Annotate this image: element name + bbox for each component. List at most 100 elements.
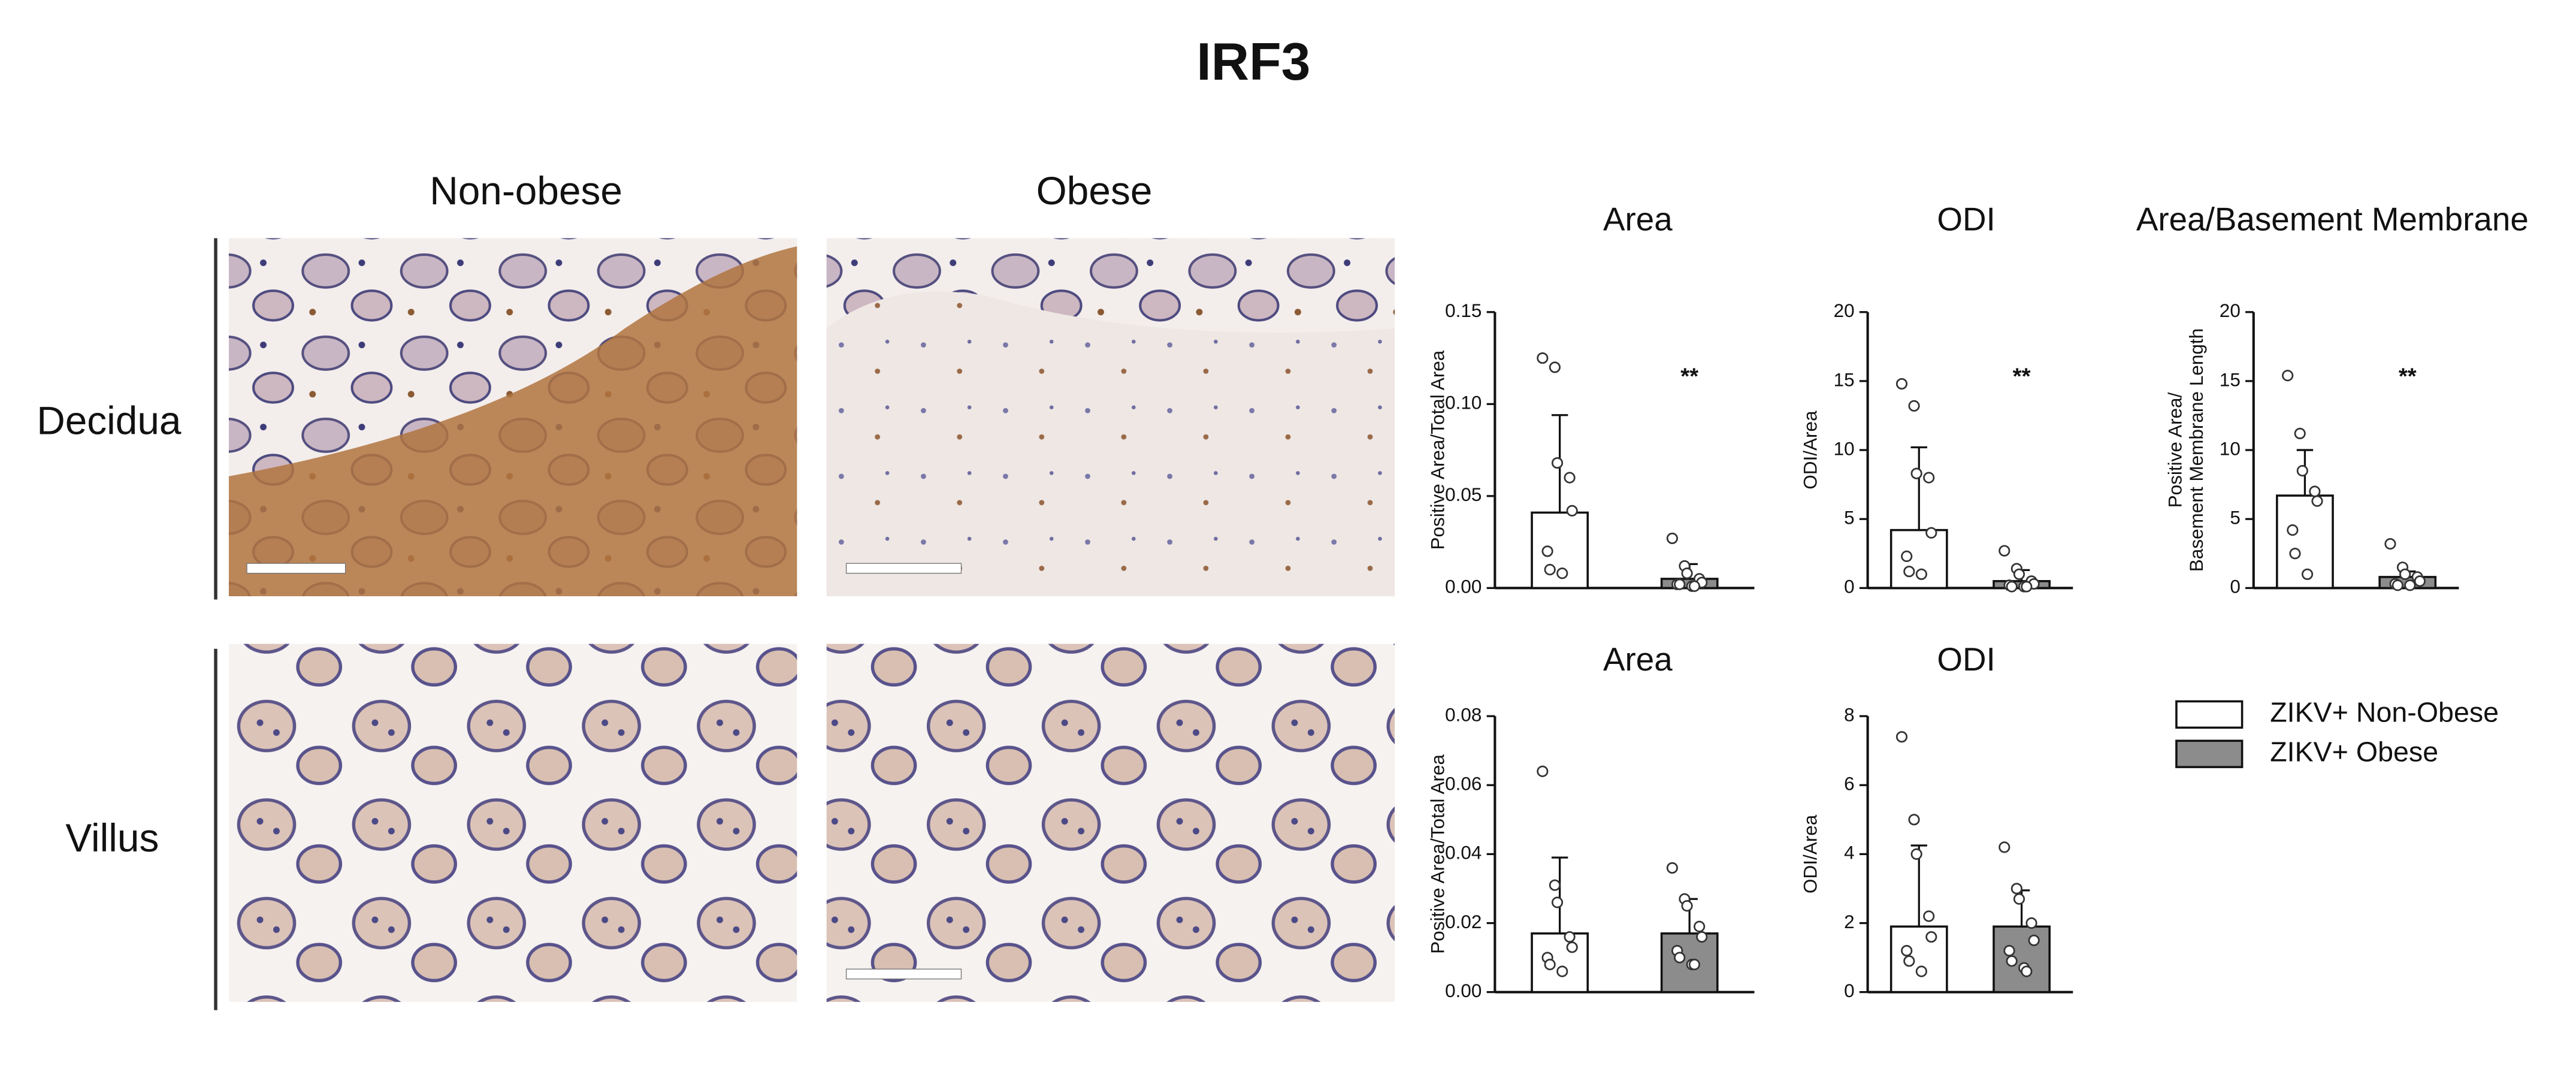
data-point [1688, 580, 1701, 592]
micrograph [228, 238, 797, 597]
y-tick-label: 0 [1844, 576, 1855, 597]
data-point [1998, 841, 2010, 853]
y-axis-label: ODI/Area [1800, 814, 1821, 893]
data-point [2287, 524, 2299, 536]
data-point [2013, 893, 2025, 905]
y-tick-label: 0.15 [1445, 300, 1481, 321]
data-point [2021, 581, 2033, 593]
data-point [2404, 579, 2416, 591]
data-point [1681, 900, 1693, 912]
data-point [2021, 965, 2033, 977]
data-point [1666, 532, 1679, 545]
significance-label: ** [2399, 364, 2417, 389]
bar [1993, 925, 2051, 993]
data-point [1541, 545, 1553, 557]
data-point [2006, 955, 2018, 967]
y-tick-label: 4 [1844, 842, 1855, 863]
data-point [1915, 965, 1927, 977]
y-tick-label: 10 [1834, 437, 1855, 459]
y-tick-label: 2 [1844, 911, 1855, 932]
legend-label: ZIKV+ Non-Obese [2270, 697, 2499, 728]
data-point [1549, 879, 1561, 891]
data-point [1895, 731, 1908, 743]
data-point [2311, 495, 2323, 507]
data-point [1551, 896, 1564, 908]
data-point [1566, 941, 1578, 953]
y-axis-label: ODI/Area [1800, 410, 1821, 490]
y-tick-label: 0.02 [1445, 911, 1481, 932]
data-point [1556, 567, 1568, 579]
legend-swatch [2175, 739, 2244, 768]
data-point [2010, 883, 2022, 895]
data-point [1908, 814, 1920, 826]
data-point [2003, 944, 2015, 957]
data-point [1549, 361, 1561, 373]
data-point [1910, 467, 1922, 479]
y-tick-label: 0.10 [1445, 392, 1481, 413]
data-point [1666, 862, 1679, 874]
y-tick-label: 0.00 [1445, 576, 1481, 597]
significance-label: ** [2013, 364, 2031, 389]
data-point [1674, 578, 1686, 590]
row-label: Decidua [37, 398, 182, 443]
data-point [2301, 568, 2314, 580]
data-point [1674, 952, 1686, 964]
data-point [2399, 568, 2411, 580]
data-point [1903, 566, 1915, 578]
data-point [1564, 472, 1576, 484]
data-point [1537, 352, 1549, 364]
data-point [1923, 910, 1935, 922]
data-point [1556, 965, 1568, 977]
data-point [1925, 527, 1937, 539]
data-point [1895, 378, 1908, 390]
data-point [1915, 568, 1927, 580]
data-point [1564, 931, 1576, 943]
data-point [1537, 765, 1549, 777]
data-point [1551, 457, 1564, 469]
chart-title: Area/Basement Membrane [2136, 201, 2529, 238]
data-point [2294, 427, 2306, 440]
y-axis-label: Positive Area/Total Area [1427, 350, 1449, 549]
data-point [1910, 848, 1922, 860]
y-tick-label: 8 [1844, 703, 1855, 725]
data-point [2006, 581, 2018, 593]
data-point [1901, 550, 1913, 562]
micrograph [228, 644, 797, 1002]
chart-title: Area [1603, 641, 1673, 678]
y-tick-label: 0.08 [1445, 703, 1481, 725]
y-tick-label: 15 [2220, 369, 2241, 390]
y-tick-label: 0.06 [1445, 773, 1481, 795]
y-tick-label: 10 [2220, 437, 2241, 459]
data-point [1998, 545, 2010, 557]
y-tick-label: 0.00 [1445, 980, 1481, 1001]
data-point [2289, 548, 2301, 560]
y-tick-label: 20 [1834, 300, 1855, 321]
data-point [2028, 934, 2040, 946]
data-point [2384, 538, 2396, 550]
significance-label: ** [1680, 364, 1698, 389]
y-axis-label: Basement Membrane Length [2185, 328, 2207, 572]
chart-title: Area [1603, 201, 1673, 238]
data-point [2414, 575, 2426, 587]
y-tick-label: 20 [2220, 300, 2241, 321]
data-point [1901, 944, 1913, 957]
chart-title: ODI [1937, 641, 1995, 678]
data-point [2296, 465, 2308, 477]
data-point [2013, 568, 2025, 580]
data-point [1903, 955, 1915, 967]
data-point [2391, 579, 2403, 591]
bar [1889, 925, 1948, 993]
data-point [1544, 564, 1556, 576]
column-label: Obese [1036, 168, 1153, 213]
y-tick-label: 5 [1844, 507, 1855, 529]
legend-swatch [2175, 700, 2244, 729]
row-label: Villus [65, 816, 159, 860]
y-tick-label: 0 [1844, 980, 1855, 1001]
data-point [1566, 505, 1578, 517]
y-axis-label: Positive Area/Total Area [1427, 754, 1449, 953]
y-tick-label: 0.05 [1445, 484, 1481, 505]
y-tick-label: 0.04 [1445, 842, 1481, 863]
y-tick-label: 0 [2230, 576, 2241, 597]
